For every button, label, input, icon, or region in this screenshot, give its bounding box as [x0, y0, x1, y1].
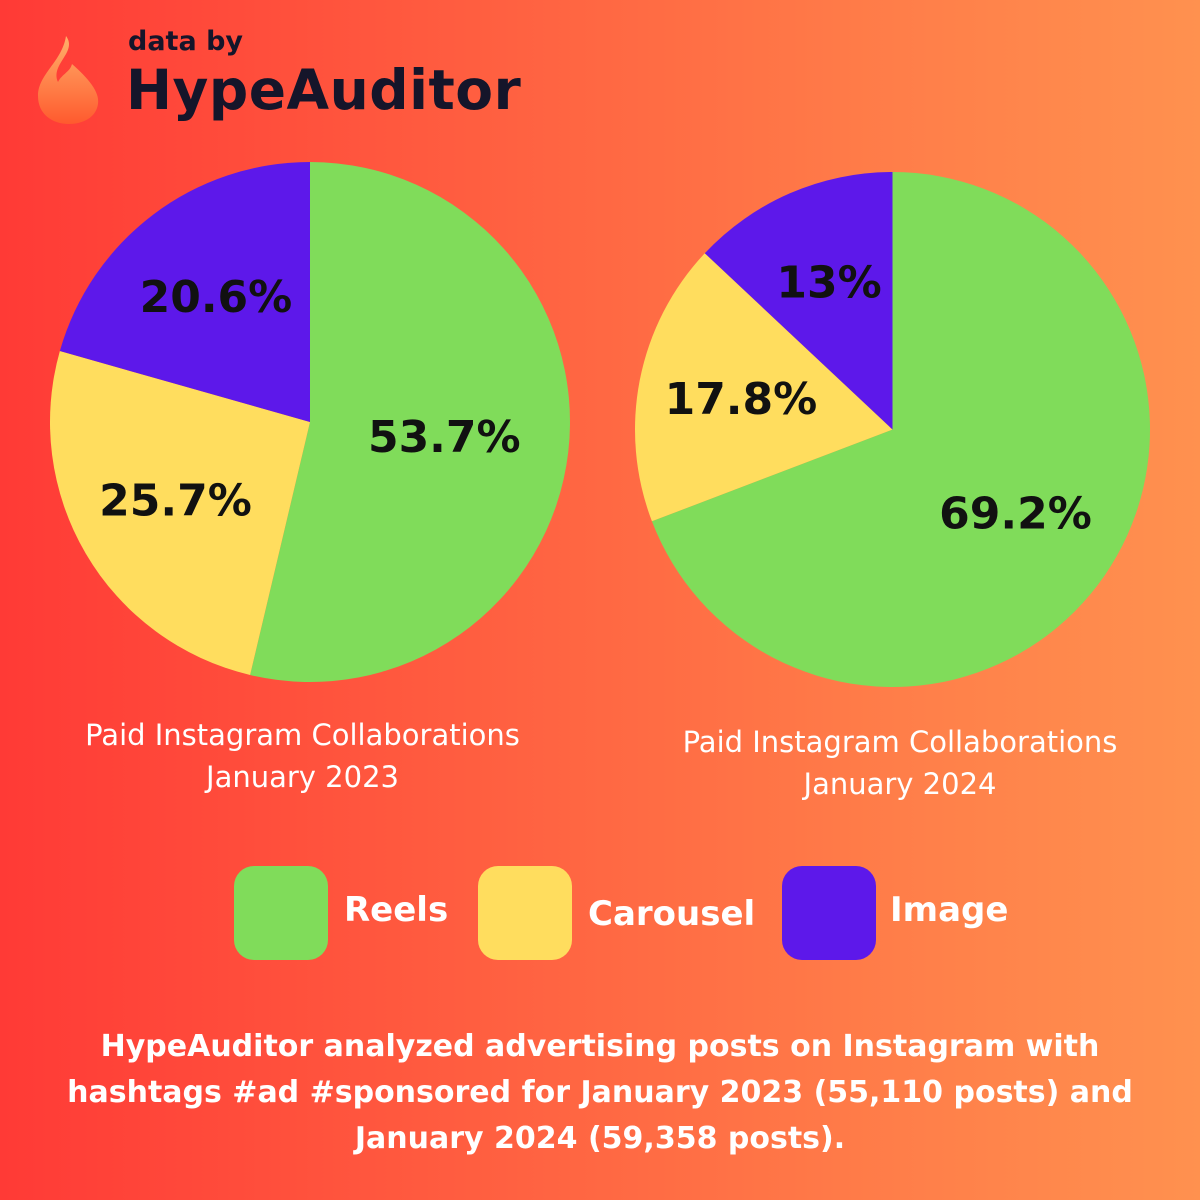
legend-swatch-reels	[234, 866, 328, 960]
pie-label-reels: 69.2%	[939, 489, 1092, 540]
pie-label-image: 13%	[776, 257, 881, 308]
pie-chart-2023: 53.7% 25.7% 20.6%	[49, 162, 570, 682]
pie-label-carousel: 25.7%	[99, 475, 252, 526]
caption-2023-period: January 2023	[206, 760, 399, 794]
pie-slice-reels	[250, 162, 570, 682]
pie-label-image: 20.6%	[140, 272, 293, 323]
legend-item-reels: Reels	[234, 866, 464, 962]
caption-2024: Paid Instagram Collaborations January 20…	[625, 721, 1175, 805]
brand-logo: data by HypeAuditor	[36, 26, 521, 126]
footnote-line-1: HypeAuditor analyzed advertising posts o…	[100, 1029, 1100, 1064]
pie-slice-image	[59, 162, 311, 422]
footnote-line-2: hashtags #ad #sponsored for January 2023…	[67, 1075, 1133, 1110]
pie-slice-reels	[651, 172, 1150, 687]
legend-label-carousel: Carousel	[588, 894, 756, 934]
pie-label-reels: 53.7%	[368, 412, 521, 463]
legend-label-reels: Reels	[344, 890, 449, 930]
caption-2024-period: January 2024	[803, 767, 997, 801]
legend-item-carousel: Carousel	[478, 866, 778, 962]
pie-chart-2024: 69.2% 17.8% 13%	[635, 172, 1150, 687]
footnote-line-3: January 2024 (59,358 posts).	[354, 1121, 846, 1156]
legend-swatch-carousel	[478, 866, 572, 960]
pie-label-carousel: 17.8%	[665, 374, 818, 425]
legend-item-image: Image	[782, 866, 1022, 962]
pie-slice-image	[704, 172, 893, 430]
flame-icon	[38, 36, 99, 124]
pie-slice-carousel	[49, 351, 310, 676]
pie-slice-carousel	[635, 253, 893, 522]
legend-label-image: Image	[890, 890, 1009, 930]
footnote: HypeAuditor analyzed advertising posts o…	[40, 1024, 1160, 1162]
brand-tagline: data by	[128, 26, 244, 57]
caption-2023-title: Paid Instagram Collaborations	[85, 718, 520, 752]
caption-2024-title: Paid Instagram Collaborations	[682, 725, 1118, 759]
brand-name: HypeAuditor	[126, 58, 522, 122]
legend-swatch-image	[782, 866, 876, 960]
caption-2023: Paid Instagram Collaborations January 20…	[30, 714, 575, 798]
